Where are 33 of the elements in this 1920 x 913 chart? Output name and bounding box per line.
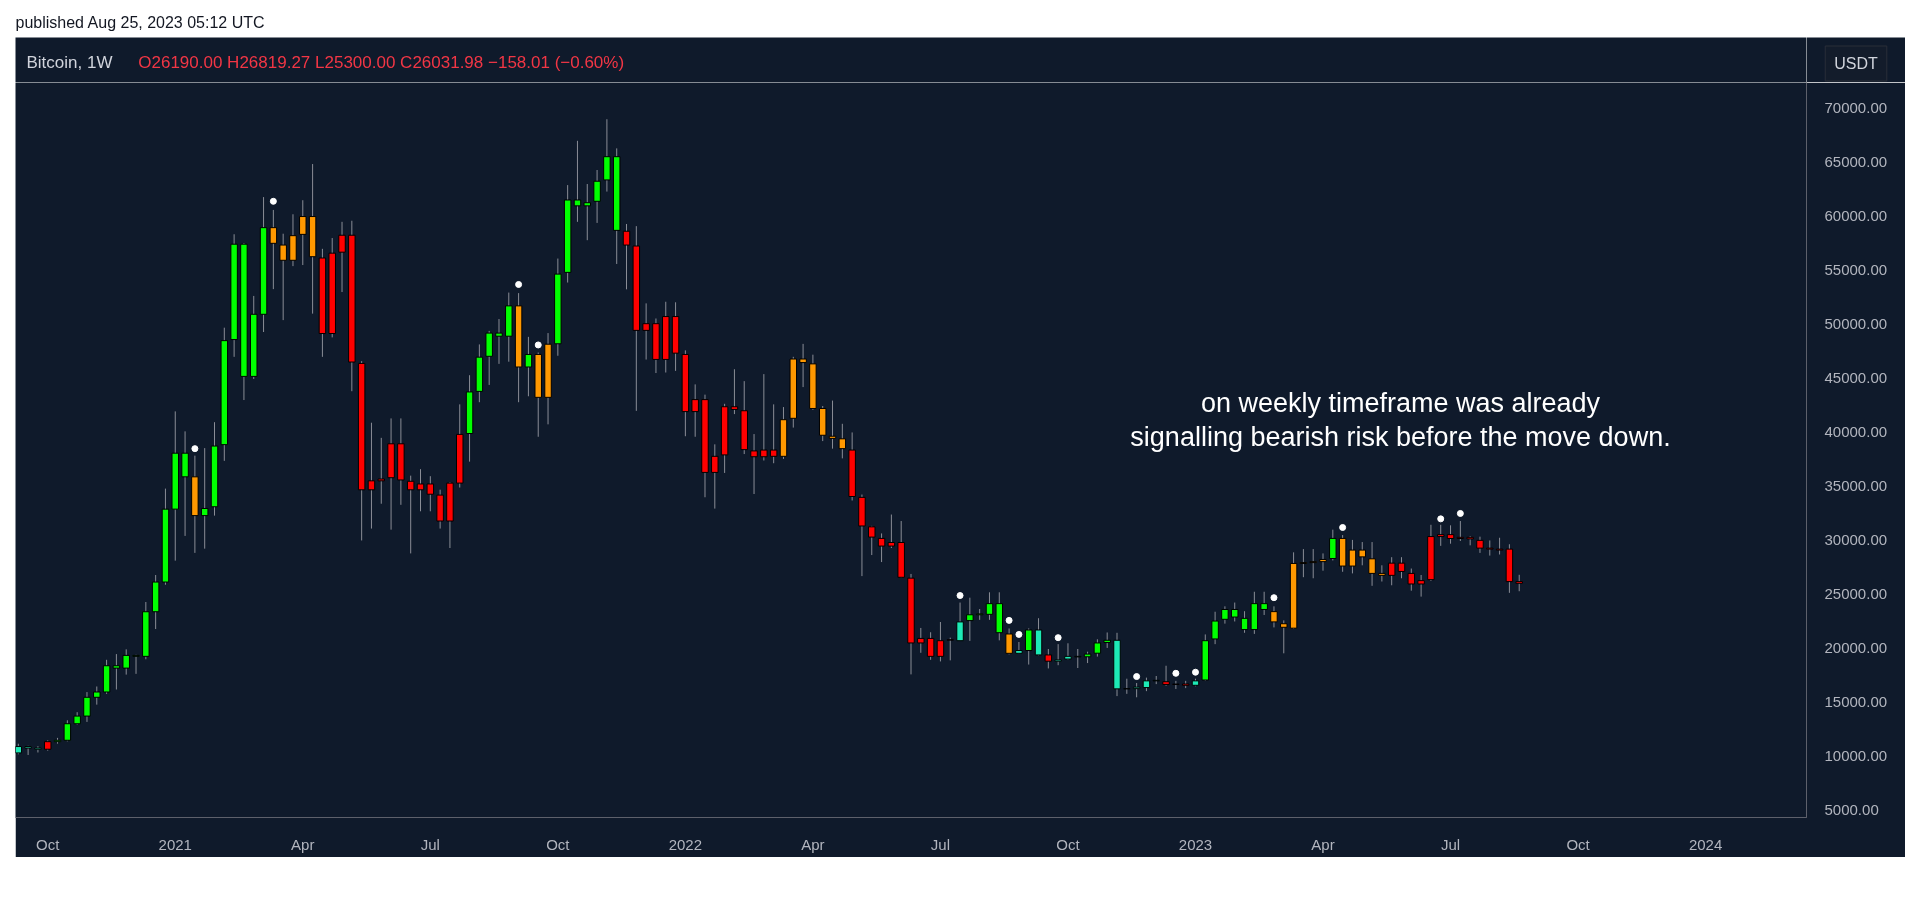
x-tick-label: Jul [930,835,951,853]
x-tick-label: 2021 [158,835,192,853]
chart-title: Bitcoin, 1W [26,53,113,72]
chart-subtitle: O26190.00 H26819.27 L25300.00 C26031.98 −158.01 (−0.60%) [138,53,625,72]
x-tick-label: 2023 [1178,835,1213,853]
x-tick-label: Apr [291,835,315,853]
x-tick-label: Oct [1056,835,1081,853]
text: published Aug 25, 2023 05:12 UTC [15,14,265,31]
x-tick-label: Jul [1440,835,1461,853]
y-tick-label: 30000.00 [1824,531,1888,549]
x-tick-label: Oct [36,835,61,853]
y-tick-label: 40000.00 [1824,423,1888,441]
annotation: on weekly timeframe was already signalling bearish risk before the move down. [1130,387,1671,452]
y-tick-label: 70000.00 [1824,99,1888,117]
x-tick-label: Oct [1566,835,1591,853]
y-tick-label: 45000.00 [1824,369,1888,387]
y-tick-label: 5000.00 [1824,801,1879,819]
y-tick-label: 35000.00 [1824,477,1888,495]
x-tick-label: 2024 [1688,835,1723,853]
x-tick-label: Apr [801,835,825,853]
y-tick-label: 65000.00 [1824,153,1888,171]
x-tick-label: Oct [546,835,571,853]
y-tick-label: 60000.00 [1824,207,1888,225]
y-tick-label: 55000.00 [1824,261,1888,279]
x-tick-label: Apr [1311,835,1335,853]
y-axis-title: USDT [1834,55,1878,72]
y-tick-label: 15000.00 [1824,693,1888,711]
y-tick-label: 50000.00 [1824,315,1888,333]
x-tick-label: Jul [420,835,440,853]
x-tick-label: 2022 [668,835,703,853]
y-tick-label: 10000.00 [1824,747,1888,765]
y-tick-label: 25000.00 [1824,585,1888,603]
y-tick-label: 20000.00 [1824,639,1888,657]
